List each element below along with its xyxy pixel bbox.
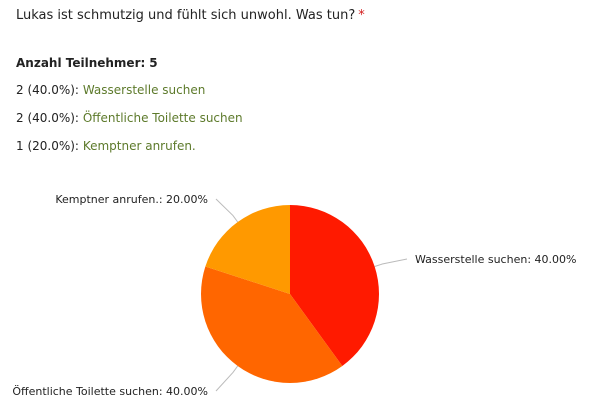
- pie-slice: [290, 205, 379, 367]
- participant-count: Anzahl Teilnehmer: 5: [16, 56, 158, 70]
- participant-count-label: Anzahl Teilnehmer:: [16, 56, 146, 70]
- answer-label: Kemptner anrufen.: [82, 139, 196, 153]
- answer-row: 2 (40.0%): Wasserstelle suchen: [16, 83, 205, 97]
- answer-label: Wasserstelle suchen: [82, 83, 206, 97]
- answer-row: 1 (20.0%): Kemptner anrufen.: [16, 139, 196, 153]
- participant-count-value: 5: [149, 56, 158, 70]
- question-title: Lukas ist schmutzig und fühlt sich unwoh…: [16, 8, 365, 23]
- leader-line: [215, 365, 239, 392]
- slice-label: Öffentliche Toilette suchen: 40.00%: [12, 385, 208, 398]
- answer-count: 1 (20.0%):: [16, 139, 79, 153]
- answer-count: 2 (40.0%):: [16, 83, 79, 97]
- answer-count: 2 (40.0%):: [16, 111, 79, 125]
- slice-label: Wasserstelle suchen: 40.00%: [415, 253, 576, 266]
- leader-line: [215, 198, 239, 223]
- answer-label: Öffentliche Toilette suchen: [82, 111, 243, 125]
- required-marker: *: [358, 8, 365, 23]
- slice-label: Kemptner anrufen.: 20.00%: [55, 193, 208, 206]
- pie-slice: [201, 266, 343, 383]
- leader-line: [374, 258, 408, 267]
- question-text: Lukas ist schmutzig und fühlt sich unwoh…: [16, 8, 356, 23]
- pie-slice: [205, 205, 290, 294]
- answer-row: 2 (40.0%): Öffentliche Toilette suchen: [16, 111, 243, 125]
